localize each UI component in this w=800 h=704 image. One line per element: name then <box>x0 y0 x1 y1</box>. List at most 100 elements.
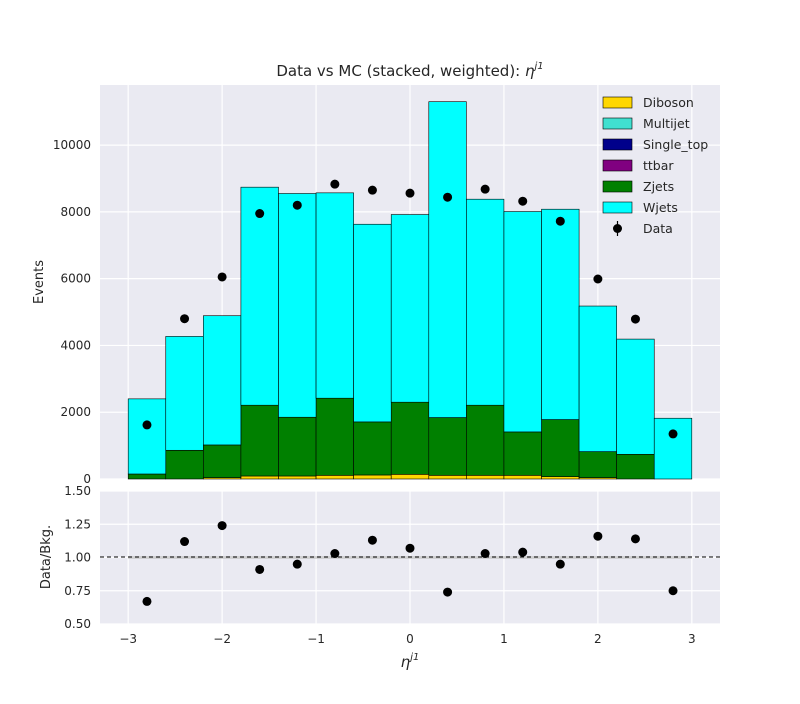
legend-swatch-data <box>613 224 622 233</box>
bar-diboson <box>503 475 542 480</box>
ratio-point <box>518 547 528 557</box>
bar-wjets <box>466 198 505 406</box>
ratio-y-tick-label: 0.75 <box>64 584 91 598</box>
bar-wjets <box>503 211 542 433</box>
bar-zjets <box>503 431 542 476</box>
x-tick-label: 0 <box>406 632 414 646</box>
main-y-tick-label: 8000 <box>60 205 91 219</box>
bar-zjets <box>390 401 430 475</box>
data-point <box>630 314 640 324</box>
ratio-point <box>480 549 490 559</box>
legend-swatch-single-top <box>602 138 633 151</box>
x-tick-label: 2 <box>594 632 602 646</box>
main-y-tick-label: 10000 <box>53 138 91 152</box>
bar-wjets <box>278 193 317 418</box>
bar-wjets <box>315 192 354 399</box>
data-point <box>405 188 415 198</box>
data-point <box>518 196 528 206</box>
bar-zjets <box>428 417 467 476</box>
x-tick-label: −3 <box>119 632 137 646</box>
chart-title: Data vs MC (stacked, weighted): ηj1 <box>276 61 543 80</box>
x-tick-label: −2 <box>213 632 231 646</box>
ratio-point <box>443 587 453 597</box>
main-y-tick-label: 2000 <box>60 405 91 419</box>
ratio-point <box>330 549 340 559</box>
main-points <box>142 179 678 439</box>
x-axis-label: ηj1 <box>401 652 420 671</box>
bar-diboson <box>315 475 354 480</box>
ratio-band-segment <box>128 556 166 559</box>
legend-label-data: Data <box>643 221 673 236</box>
bar-diboson <box>353 474 392 480</box>
data-point <box>480 184 490 194</box>
legend-swatch-zjets <box>602 180 633 193</box>
x-tick-label: −1 <box>307 632 325 646</box>
legend-label-wjets: Wjets <box>643 200 678 215</box>
ratio-band-segment <box>654 556 692 559</box>
legend-label-zjets: Zjets <box>643 179 674 194</box>
data-point <box>593 274 603 284</box>
ratio-band-segment <box>428 556 467 559</box>
ratio-band-segment <box>353 556 392 559</box>
bar-diboson <box>428 475 467 480</box>
ratio-y-tick-label: 1.00 <box>64 551 91 565</box>
ratio-point <box>217 521 227 531</box>
bar-wjets <box>541 208 580 420</box>
main-y-axis-label: Events <box>32 260 47 304</box>
bar-zjets <box>466 404 505 476</box>
bar-zjets <box>541 419 580 477</box>
data-point <box>367 185 377 195</box>
bar-zjets <box>203 444 242 478</box>
data-point <box>555 216 565 226</box>
data-point <box>292 200 302 210</box>
legend-swatch-multijet <box>602 117 633 130</box>
bar-wjets <box>165 336 204 451</box>
ratio-y-tick-label: 0.50 <box>64 617 91 631</box>
legend-swatch-ttbar <box>602 159 633 172</box>
main-y-tick-label: 4000 <box>60 338 91 352</box>
ratio-point <box>255 564 265 574</box>
main-y-tick-label: 0 <box>83 472 91 486</box>
legend-label-single-top: Single_top <box>643 137 708 152</box>
ratio-y-tick-label: 1.25 <box>64 517 91 531</box>
bar-wjets <box>203 315 242 446</box>
legend-swatch-wjets <box>602 201 633 214</box>
data-point <box>217 272 227 282</box>
bar-zjets <box>578 451 617 478</box>
main-y-tick-label: 6000 <box>60 272 91 286</box>
bar-wjets <box>653 417 693 480</box>
bar-wjets <box>578 305 617 452</box>
ratio-band-segment <box>240 556 279 559</box>
ratio-point <box>593 531 603 541</box>
data-point <box>443 192 453 202</box>
ratio-point <box>180 537 190 547</box>
x-tick-label: 3 <box>688 632 696 646</box>
bar-zjets <box>315 397 354 476</box>
data-point <box>180 314 190 324</box>
legend-swatch-diboson <box>602 96 633 109</box>
ratio-y-tick-label: 1.50 <box>64 484 91 498</box>
legend-label-diboson: Diboson <box>643 95 694 110</box>
bar-wjets <box>353 223 392 423</box>
x-tick-label: 1 <box>500 632 508 646</box>
data-point <box>668 429 678 439</box>
ratio-point <box>555 559 565 569</box>
x-tick-labels: −3 −2 −1 0 1 2 3 <box>119 632 695 646</box>
ratio-point <box>405 543 415 553</box>
ratio-point <box>367 535 377 545</box>
bar-zjets <box>240 404 279 477</box>
data-point <box>142 420 152 430</box>
bar-zjets <box>616 453 655 480</box>
bar-wjets <box>240 186 279 406</box>
bar-diboson <box>278 475 317 480</box>
bar-diboson <box>466 475 505 480</box>
bar-wjets <box>428 101 467 418</box>
ratio-point <box>142 596 152 606</box>
data-point <box>255 209 265 219</box>
bar-zjets <box>165 449 204 480</box>
data-point <box>330 179 340 189</box>
ratio-point <box>668 586 678 596</box>
